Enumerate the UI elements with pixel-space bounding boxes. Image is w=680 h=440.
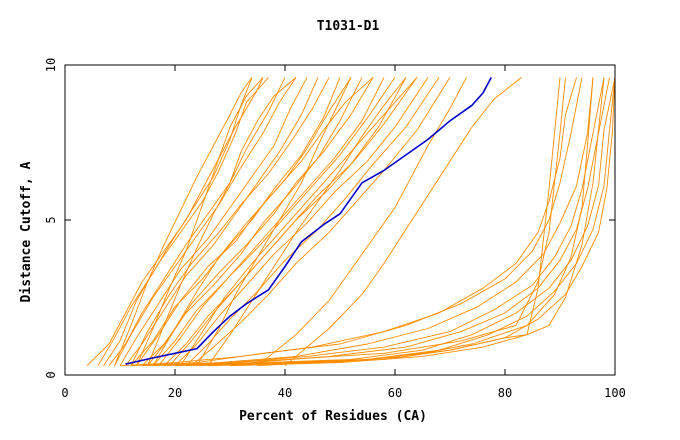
series-line-19 bbox=[191, 77, 451, 367]
y-tick-label-2: 5 bbox=[44, 216, 58, 223]
x-tick-label-6: 100 bbox=[604, 386, 626, 400]
x-tick-label-4: 60 bbox=[388, 386, 402, 400]
series-line-20 bbox=[136, 77, 264, 366]
series-line-17 bbox=[174, 77, 429, 367]
x-axis-label: Percent of Residues (CA) bbox=[239, 409, 427, 424]
series-line-34 bbox=[229, 77, 605, 367]
series-line-10 bbox=[136, 77, 352, 366]
series-line-5 bbox=[114, 77, 297, 366]
x-tick-label-2: 20 bbox=[168, 386, 182, 400]
highlight-series-line bbox=[125, 77, 493, 365]
y-axis-label: Distance Cutoff, A bbox=[19, 161, 34, 302]
y-axis-ticks: 0 5 10 bbox=[44, 58, 615, 379]
chart-title: T1031-D1 bbox=[317, 19, 380, 34]
series-layer bbox=[86, 77, 616, 367]
y-tick-label-3: 10 bbox=[44, 58, 58, 72]
series-line-9 bbox=[130, 77, 341, 366]
series-line-38 bbox=[114, 77, 253, 366]
series-line-40 bbox=[180, 77, 418, 366]
series-line-13 bbox=[152, 77, 385, 366]
series-line-3 bbox=[103, 77, 269, 366]
series-line-18 bbox=[185, 77, 440, 367]
series-line-36 bbox=[174, 77, 566, 367]
x-tick-label-3: 40 bbox=[278, 386, 292, 400]
series-line-12 bbox=[147, 77, 374, 366]
series-line-1 bbox=[86, 77, 264, 367]
x-axis-ticks: 0 20 40 60 80 100 bbox=[61, 65, 626, 400]
x-tick-label-1: 0 bbox=[61, 386, 68, 400]
series-line-6 bbox=[119, 77, 308, 366]
series-line-37 bbox=[207, 77, 594, 367]
series-line-2 bbox=[97, 77, 253, 366]
series-line-14 bbox=[158, 77, 396, 366]
series-line-8 bbox=[130, 77, 330, 366]
series-line-7 bbox=[125, 77, 319, 366]
y-tick-label-1: 0 bbox=[44, 371, 58, 378]
series-line-24 bbox=[257, 77, 467, 367]
series-line-31 bbox=[174, 77, 616, 367]
series-line-39 bbox=[152, 77, 374, 366]
x-tick-label-5: 80 bbox=[498, 386, 512, 400]
series-line-33 bbox=[196, 77, 616, 367]
series-line-28 bbox=[141, 77, 594, 367]
series-line-27 bbox=[130, 77, 583, 367]
series-line-25 bbox=[284, 77, 522, 367]
series-line-21 bbox=[147, 77, 297, 366]
series-line-4 bbox=[108, 77, 286, 366]
series-line-35 bbox=[257, 77, 561, 367]
series-line-16 bbox=[169, 77, 418, 366]
series-line-29 bbox=[152, 77, 605, 367]
series-line-23 bbox=[207, 77, 407, 366]
